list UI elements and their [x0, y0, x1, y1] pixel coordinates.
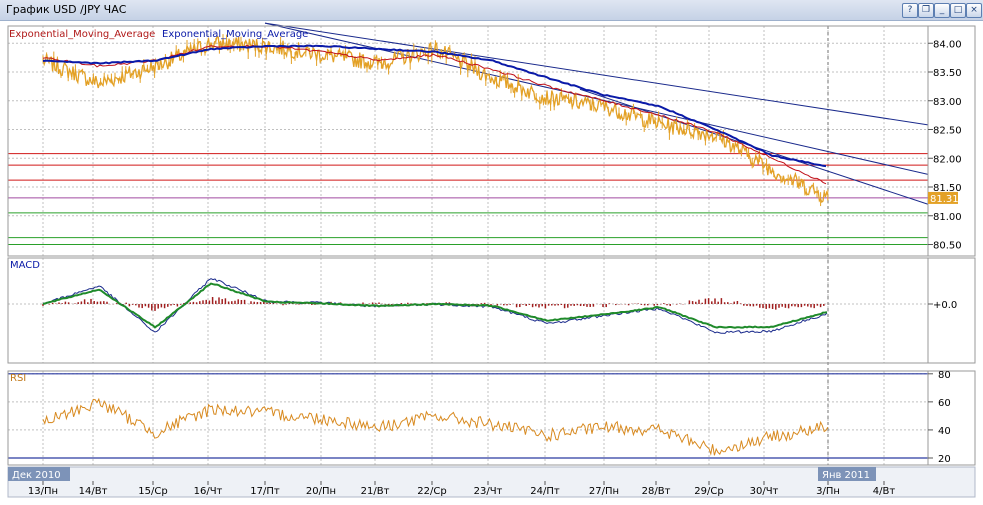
price-series [42, 34, 829, 207]
axis-frame-1 [927, 257, 976, 364]
horizontal-levels [8, 153, 928, 245]
series-ema-fast [42, 44, 827, 185]
date-tick-label-12: 29/Ср [694, 486, 723, 497]
month-left-label: Дек 2010 [12, 470, 61, 481]
rsi-panel [8, 373, 928, 459]
date-tick-label-11: 28/Вт [642, 486, 671, 497]
minimize-icon: _ [939, 5, 945, 15]
date-tick-label-8: 23/Чт [474, 486, 503, 497]
date-tick-label-3: 16/Чт [194, 486, 223, 497]
macd-tick-label-0: +0.0 [933, 300, 957, 311]
price-tick-label-1: 83.50 [933, 68, 962, 79]
rsi-tick-label-0: 80 [938, 370, 951, 381]
month-right-box [818, 467, 876, 481]
grid [8, 26, 928, 465]
price-tick-label-4: 82.00 [933, 154, 962, 165]
axis-frame-0 [927, 25, 976, 257]
close-icon: × [970, 5, 978, 15]
price-tick-label-6: 81.00 [933, 212, 962, 223]
date-axis-bg [7, 466, 976, 498]
help-button[interactable]: ? [902, 3, 918, 18]
month-right-label: Янв 2011 [822, 470, 870, 481]
window-title: График USD /JPY ЧАС [6, 3, 127, 16]
date-tick-label-9: 24/Пт [530, 486, 560, 497]
legend-rsi: RSI [10, 373, 26, 384]
date-tick-label-4: 17/Пт [250, 486, 280, 497]
panel-frame-1 [7, 257, 929, 364]
restore-icon: ❐ [921, 5, 931, 15]
trend-line-1 [264, 22, 929, 175]
series-ema-slow [42, 44, 827, 168]
price-tick-label-0: 84.00 [933, 39, 962, 50]
panel-frames [7, 25, 976, 466]
current-price-label: 81.31 [930, 194, 959, 205]
price-tick-label-7: 80.50 [933, 241, 962, 252]
axis-frame-2 [927, 370, 976, 466]
maximize-button[interactable]: □ [950, 3, 966, 18]
date-tick-label-10: 27/Пн [589, 486, 619, 497]
maximize-icon: □ [953, 5, 963, 15]
panel-frame-2 [7, 370, 929, 466]
date-tick-label-0: 13/Пн [28, 486, 58, 497]
series-rsi-line [42, 397, 829, 456]
price-tick-label-5: 81.50 [933, 183, 962, 194]
chart-area[interactable]: 84.00 83.50 83.00 82.50 82.00 81.50 81.00 80.50… [0, 20, 983, 505]
rsi-tick-label-2: 40 [938, 426, 951, 437]
trend-line-0 [264, 22, 929, 126]
title-bar: График USD /JPY ЧАС ? ❐ _ □ × [0, 0, 983, 21]
date-tick-label-5: 20/Пн [306, 486, 336, 497]
macd-panel [42, 278, 828, 334]
legend-ema-2: Exponential_Moving_Average [162, 29, 308, 40]
minimize-button[interactable]: _ [934, 3, 950, 18]
axes: 84.00 83.50 83.00 82.50 82.00 81.50 81.00 80.50… [7, 39, 976, 498]
price-tick-label-3: 82.50 [933, 126, 962, 137]
price-tick-label-2: 83.00 [933, 97, 962, 108]
date-tick-label-15: 4/Вт [873, 486, 896, 497]
current-price-box [928, 191, 958, 204]
close-button[interactable]: × [966, 3, 982, 18]
date-tick-label-7: 22/Ср [417, 486, 446, 497]
date-tick-label-1: 14/Вт [79, 486, 108, 497]
legend-macd: MACD [10, 260, 40, 271]
series-signal-line [42, 282, 828, 329]
date-tick-label-14: 3/Пн [816, 486, 840, 497]
help-icon: ? [907, 5, 913, 15]
month-left-box [8, 467, 70, 481]
rsi-tick-label-1: 60 [938, 398, 951, 409]
date-tick-label-2: 15/Ср [138, 486, 167, 497]
trend-lines [264, 22, 929, 205]
date-tick-label-6: 21/Вт [361, 486, 390, 497]
rsi-tick-label-3: 20 [938, 454, 951, 465]
legend-ema-1: Exponential_Moving_Average [9, 29, 155, 40]
restore-button[interactable]: ❐ [918, 3, 934, 18]
date-tick-label-13: 30/Чт [750, 486, 779, 497]
